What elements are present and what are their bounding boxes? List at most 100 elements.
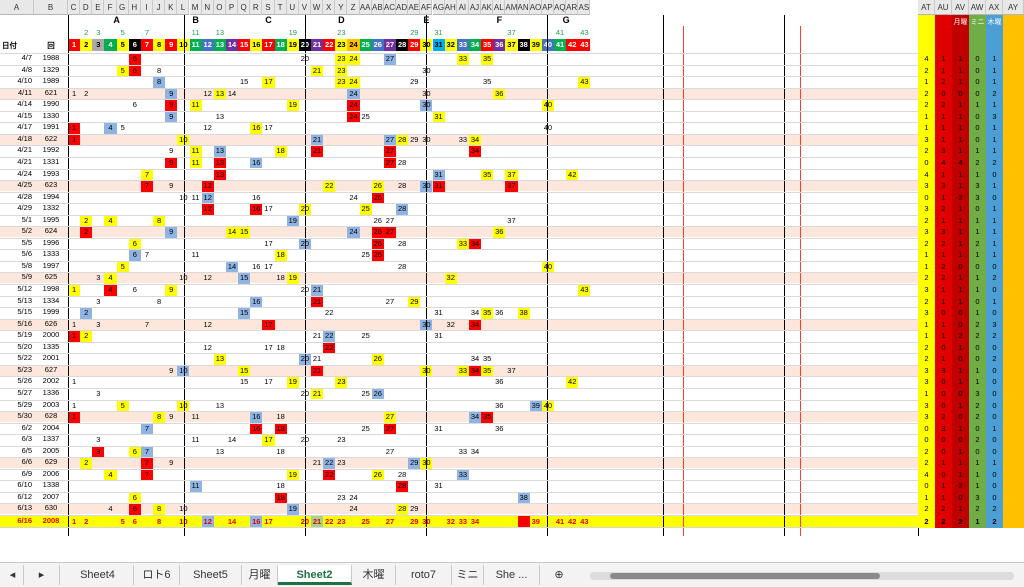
column-header-ao[interactable]: AO: [529, 0, 542, 15]
number-cell[interactable]: 13: [213, 145, 226, 157]
column-header-c[interactable]: C: [68, 0, 81, 15]
number-cell[interactable]: 26: [371, 387, 384, 400]
number-cell[interactable]: 35: [481, 168, 494, 181]
number-cell[interactable]: 19: [286, 272, 299, 284]
horizontal-scrollbar[interactable]: [590, 572, 1014, 580]
number-cell[interactable]: 1: [71, 377, 77, 387]
number-cell[interactable]: 3: [96, 296, 101, 306]
number-cell[interactable]: 9: [169, 181, 174, 191]
number-cell[interactable]: 2: [84, 88, 89, 98]
row-date[interactable]: 6/6: [21, 457, 32, 467]
number-cell[interactable]: 6: [132, 285, 137, 294]
number-cell[interactable]: 9: [165, 156, 178, 169]
number-cell[interactable]: 25: [359, 203, 372, 215]
number-cell[interactable]: 6: [128, 64, 141, 77]
column-header-a[interactable]: A: [0, 0, 34, 15]
number-cell[interactable]: 29: [408, 457, 421, 469]
number-cell[interactable]: 36: [493, 87, 506, 100]
column-header-g[interactable]: G: [116, 0, 129, 15]
number-cell[interactable]: 36: [495, 400, 504, 410]
number-cell[interactable]: 34: [468, 133, 482, 146]
summary-number-cell[interactable]: 33: [458, 517, 468, 526]
row-round[interactable]: 1329: [42, 64, 60, 74]
column-header-af[interactable]: AF: [420, 0, 433, 15]
number-cell[interactable]: 33: [456, 364, 469, 377]
number-cell[interactable]: 6: [128, 237, 141, 250]
summary-number-cell[interactable]: 22: [325, 517, 334, 526]
number-cell[interactable]: 22: [323, 330, 336, 342]
number-cell[interactable]: 23: [335, 64, 348, 77]
tab-roto7[interactable]: roto7: [396, 565, 452, 585]
number-cell[interactable]: 5: [120, 123, 125, 133]
number-cell[interactable]: 37: [507, 365, 516, 375]
number-cell[interactable]: 6: [132, 100, 137, 110]
column-header-ah[interactable]: AH: [444, 0, 457, 15]
summary-number-cell[interactable]: 21: [311, 516, 324, 528]
tab-sheet2[interactable]: Sheet2: [278, 565, 352, 585]
column-header-au[interactable]: AU: [935, 0, 952, 15]
number-cell[interactable]: 15: [239, 377, 249, 387]
number-cell[interactable]: 3: [96, 435, 101, 445]
row-date[interactable]: 4/28: [17, 191, 32, 201]
number-cell[interactable]: 21: [311, 133, 324, 146]
number-cell[interactable]: 8: [157, 65, 162, 75]
row-round[interactable]: 625: [44, 272, 58, 282]
number-cell[interactable]: 19: [286, 376, 299, 388]
number-cell[interactable]: 16: [250, 422, 263, 435]
row-round[interactable]: 2005: [42, 445, 60, 455]
number-cell[interactable]: 25: [361, 331, 370, 341]
summary-number-cell[interactable]: 43: [580, 517, 589, 526]
number-cell[interactable]: 28: [397, 469, 407, 479]
column-header-d[interactable]: D: [80, 0, 93, 15]
number-cell[interactable]: 11: [189, 480, 202, 492]
number-cell[interactable]: 21: [311, 145, 324, 157]
tab-木曜[interactable]: 木曜: [352, 565, 396, 585]
number-cell[interactable]: 9: [165, 87, 178, 100]
number-cell[interactable]: 42: [566, 376, 579, 388]
number-cell[interactable]: 13: [215, 446, 225, 456]
number-cell[interactable]: 27: [383, 133, 397, 146]
number-cell[interactable]: 24: [349, 492, 358, 502]
number-cell[interactable]: 20: [299, 284, 311, 296]
row-round[interactable]: 1995: [42, 214, 60, 224]
number-cell[interactable]: 4: [104, 468, 117, 481]
number-cell[interactable]: 26: [371, 468, 384, 481]
number-cell[interactable]: 27: [383, 422, 397, 435]
number-cell[interactable]: 7: [140, 457, 154, 469]
row-round[interactable]: 1330: [42, 110, 60, 120]
row-round[interactable]: 630: [44, 503, 58, 513]
number-cell[interactable]: 3: [96, 273, 101, 283]
row-round[interactable]: 2002: [42, 376, 60, 386]
number-cell[interactable]: 22: [323, 180, 336, 192]
number-cell[interactable]: 29: [410, 134, 419, 144]
number-cell[interactable]: 8: [153, 214, 166, 227]
number-cell[interactable]: 2: [80, 307, 93, 319]
column-header-w[interactable]: W: [311, 0, 324, 15]
summary-number-cell[interactable]: 17: [262, 516, 275, 528]
number-cell[interactable]: 18: [276, 446, 285, 456]
number-cell[interactable]: 1: [68, 330, 81, 342]
tab-月曜[interactable]: 月曜: [242, 565, 278, 585]
number-cell[interactable]: 3: [96, 319, 101, 329]
row-round[interactable]: 1337: [42, 434, 60, 444]
number-cell[interactable]: 33: [458, 446, 468, 456]
number-cell[interactable]: 24: [347, 53, 360, 65]
row-date[interactable]: 5/16: [17, 318, 32, 328]
row-date[interactable]: 4/24: [17, 168, 32, 178]
number-cell[interactable]: 9: [169, 412, 174, 422]
row-round[interactable]: 2003: [42, 399, 60, 409]
number-cell[interactable]: 35: [481, 53, 494, 65]
number-cell[interactable]: 21: [311, 284, 324, 296]
summary-round[interactable]: 2008: [42, 516, 60, 525]
number-cell[interactable]: 7: [140, 445, 154, 458]
number-cell[interactable]: 4: [104, 122, 117, 134]
row-date[interactable]: 4/25: [17, 180, 32, 190]
number-cell[interactable]: 22: [323, 468, 336, 481]
row-date[interactable]: 4/21: [17, 145, 32, 155]
number-cell[interactable]: 27: [383, 156, 397, 169]
number-cell[interactable]: 15: [238, 364, 251, 377]
column-header-i[interactable]: I: [140, 0, 154, 15]
number-cell[interactable]: 18: [274, 422, 287, 435]
number-cell[interactable]: 32: [444, 272, 457, 284]
number-cell[interactable]: 21: [311, 364, 324, 377]
